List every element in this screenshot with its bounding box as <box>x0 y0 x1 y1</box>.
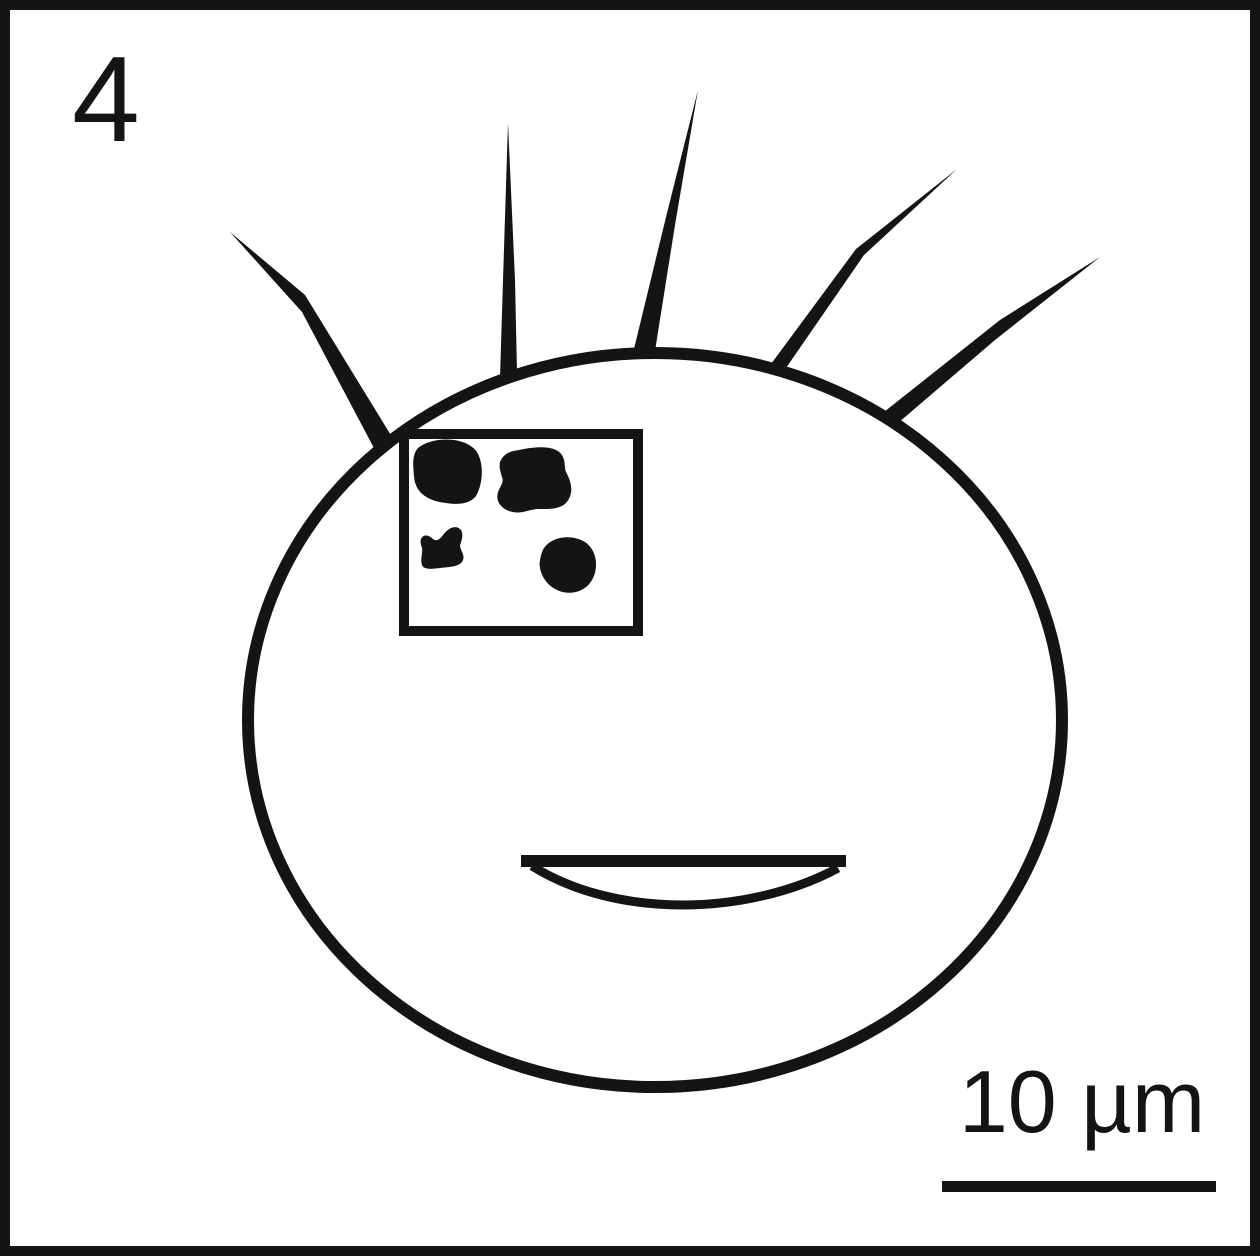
mouth-line <box>521 855 846 867</box>
granule-4 <box>539 537 597 593</box>
granule-3 <box>420 527 464 569</box>
scale-bar-label: 10 µm <box>958 1052 1206 1151</box>
mouth-curve <box>529 862 841 910</box>
granule-2 <box>497 447 572 513</box>
spike-1 <box>230 232 392 450</box>
spike-2 <box>500 123 517 378</box>
spike-4 <box>771 169 957 368</box>
cell-body <box>242 347 1068 1093</box>
spike-3 <box>633 90 698 353</box>
scale-bar-line <box>942 1181 1216 1192</box>
panel-label: 4 <box>72 31 140 167</box>
granule-1 <box>413 439 482 504</box>
spike-5 <box>884 257 1100 423</box>
